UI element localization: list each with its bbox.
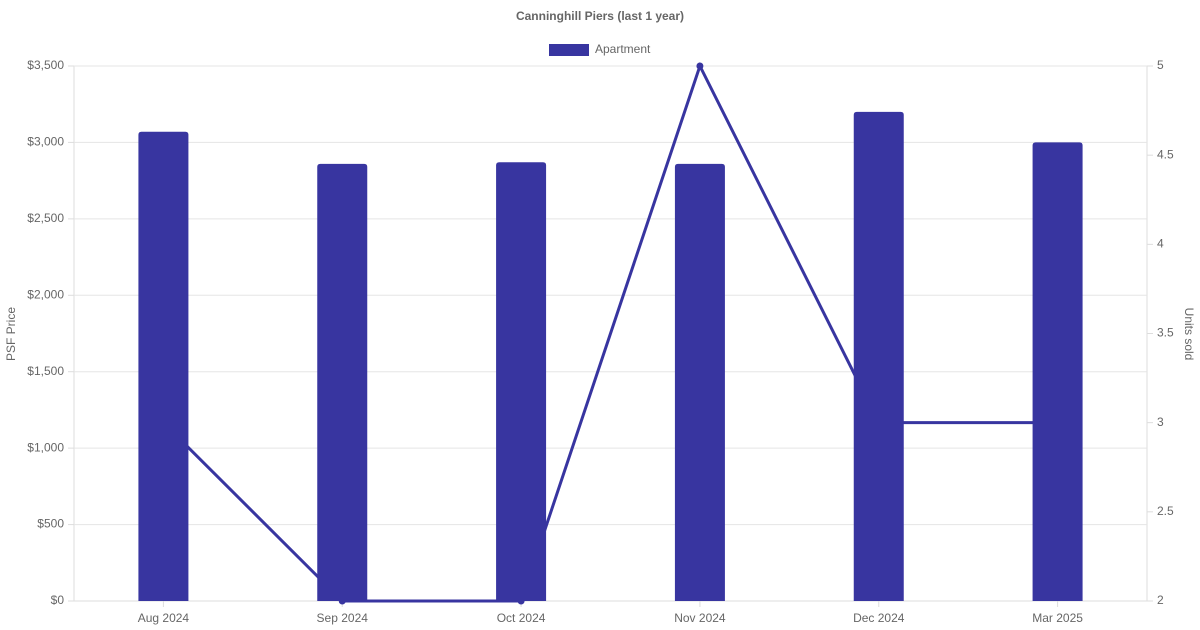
- x-tick-label: Dec 2024: [853, 611, 905, 625]
- y2-tick-label: 2.5: [1157, 504, 1174, 518]
- bar: [496, 162, 547, 602]
- x-tick-label: Sep 2024: [317, 611, 369, 625]
- x-tick-label: Nov 2024: [674, 611, 726, 625]
- y2-tick-label: 4: [1157, 237, 1164, 251]
- x-tick-label: Aug 2024: [138, 611, 190, 625]
- y2-tick-label: 3.5: [1157, 326, 1174, 340]
- y-tick-label: $2,500: [27, 211, 64, 225]
- bar: [853, 111, 904, 601]
- line: [162, 62, 1058, 603]
- legend-swatch: [549, 44, 589, 56]
- y-axis-title: PSF Price: [4, 307, 18, 361]
- y2-axis-title: Units sold: [1182, 308, 1196, 361]
- line-point: [696, 62, 704, 70]
- y-tick-label: $3,500: [27, 58, 64, 72]
- y-tick-label: $0: [51, 593, 65, 607]
- chart-title: Canninghill Piers (last 1 year): [516, 9, 684, 23]
- y-tick-label: $1,500: [27, 364, 64, 378]
- y2-tick-label: 5: [1157, 58, 1164, 72]
- y-tick-label: $1,000: [27, 440, 64, 454]
- x-tick-label: Oct 2024: [497, 611, 546, 625]
- x-tick-label: Mar 2025: [1032, 611, 1083, 625]
- bar: [674, 163, 725, 602]
- bar: [1032, 142, 1083, 601]
- y2-tick-label: 4.5: [1157, 147, 1174, 161]
- y-tick-label: $500: [37, 517, 64, 531]
- legend-label: Apartment: [595, 42, 651, 56]
- y2-tick-label: 2: [1157, 593, 1164, 607]
- bar: [317, 163, 368, 602]
- y-tick-label: $3,000: [27, 135, 64, 149]
- y2-tick-label: 3: [1157, 415, 1164, 429]
- y-tick-label: $2,000: [27, 287, 64, 301]
- bar: [138, 131, 189, 601]
